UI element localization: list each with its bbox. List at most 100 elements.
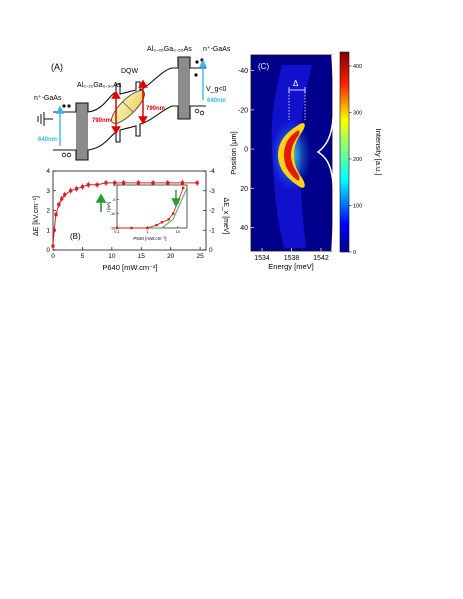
inset-data-point [160,221,164,224]
map-ticks: 1534 1538 1542 -40 -20 0 20 40 [238,68,329,262]
colorbar-tick-label: 100 [353,203,362,209]
left-contact-label: n⁺-GaAs [34,94,62,102]
hole-circles [61,108,205,158]
left-barrier-label: Al₀.₁₀Ga₀.₉₀As [77,82,122,89]
map-ytick-label: 20 [240,186,248,193]
panel-b-data-point [51,244,55,248]
panel-b-data-point [86,183,90,187]
panel-b-label: (B) [70,232,81,241]
map-ytick-label: -20 [238,107,248,114]
panel-b-data-point [180,181,185,185]
panel-b-data-point [113,181,117,185]
panel-b-ytick-label: 0 [46,247,50,254]
panel-b-data-point [166,181,170,185]
pl-map-panel: 1534 1538 1542 -40 -20 0 20 40 Δ (C) Energy [me… [229,51,383,271]
delta-label: Δ [293,79,299,88]
panel-b-xlabel: P640 [mW.cm⁻²] [102,263,157,272]
conduction-band [53,56,206,113]
inset-ytick-label: 0 [113,183,116,188]
panel-b-data-point [80,185,85,189]
intensity-profile-curve [316,54,335,252]
map-emission-core-inner [284,130,300,181]
saturation-arrow-icon [95,193,107,212]
panel-b-data-point [63,193,67,197]
emission-label-right: 790nm [146,106,165,112]
map-ytick-label: 0 [244,147,248,154]
colorbar-tick-label: 200 [353,157,362,163]
delta-marker [288,87,306,120]
panel-b-data-point [122,181,126,185]
right-blocking-barrier [178,57,190,119]
inset-data-point [115,226,119,230]
panel-b-right-ytick-label: -1 [209,227,215,234]
panel-b-ytick-label: 3 [46,188,50,195]
colorbar-label: Intensity [a.u.] [374,129,383,176]
map-xlabel: Energy [meV] [268,262,313,271]
emission-arrows [111,79,148,135]
inset-data-point [146,226,149,230]
laser-label-right: 640nm [207,98,226,104]
colorbar [339,51,350,253]
panel-b-data-point [151,181,155,185]
right-contact-label: n⁺-GaAs [203,45,231,53]
inset-xtick-label: 10 [176,229,181,234]
laser-arrows [55,59,208,146]
map-xtick-label: 1534 [254,255,270,262]
laser-label-left: 640nm [38,137,57,143]
panel-b-data-point [69,189,73,193]
colorbar-tick-label: 0 [353,250,356,256]
gate-voltage-label: V_g<0 [206,86,227,93]
panel-b-right-ytick-label: -3 [209,188,215,195]
panel-b-right-ylabel: ΔE_x [meV] [222,198,229,235]
band-diagram-panel: (A) n⁺-GaAs Al₀.₁₀Ga₀.₉₀As DQW Al₀.₄₅Ga₀… [34,45,231,161]
inset-ylabel: I [nA] [106,202,111,213]
colorbar-tick-label: 300 [353,110,362,116]
panel-b-xtick-label: 15 [138,253,146,260]
panel-b-inset: 0.1 1 10 -15 -10 -5 0 I [nA] P640 [mW.cm⁻²] [106,183,188,241]
colorbar-tick-label: 400 [353,64,362,70]
panel-b-data-point [52,228,56,232]
right-barrier-label: Al₀.₄₅Ga₀.₅₅As [147,46,192,53]
panel-b-xtick-label: 5 [81,253,85,260]
panel-b-right-ytick-label: -4 [209,168,215,175]
inset-data-point [130,226,133,230]
map-xtick-label: 1542 [313,255,329,262]
map-xtick-label: 1538 [284,255,300,262]
dqw-label: DQW [121,68,139,75]
emission-label-left: 790nm [92,118,111,124]
inset-xtick-label: 1 [146,229,149,234]
map-ylabel: Position [μm] [229,131,238,175]
panel-a-label: (A) [51,62,63,72]
panel-b-data-point [74,187,79,191]
panel-b-data-point [136,181,140,185]
inset-data-point [181,186,185,190]
ground-icon [37,112,53,126]
panel-b-ytick-label: 4 [46,168,50,175]
inset-ytick-label: -15 [110,226,117,231]
map-ytick-label: -40 [238,68,248,75]
inset-xlabel: P640 [mW.cm⁻²] [133,236,166,241]
panel-b-data-point [57,202,61,207]
colorbar-ticks: 0 100 200 300 400 [349,64,362,256]
inset-data-point [155,223,158,227]
inset-arrow-icon [171,190,181,208]
panel-b-xtick-label: 10 [108,253,116,260]
panel-b-xtick-label: 0 [51,253,55,260]
panel-b-data-point [95,183,99,187]
valence-band [53,105,206,161]
map-emission-image [270,65,312,248]
map-emission-core-outer [278,123,305,188]
panel-b-ytick-label: 2 [46,208,50,215]
inset-ytick-label: -5 [112,197,116,202]
panel-b-ytick-label: 1 [46,227,50,234]
panel-b-right-ytick-label: -2 [209,208,215,215]
panel-b-right-ytick-label: 0 [209,247,213,254]
panel-b-data-point [195,181,199,185]
panel-b-xtick-label: 25 [196,253,204,260]
panel-b-data-point [60,197,64,201]
inset-data-point [171,212,175,215]
inset-data-point [167,218,170,221]
